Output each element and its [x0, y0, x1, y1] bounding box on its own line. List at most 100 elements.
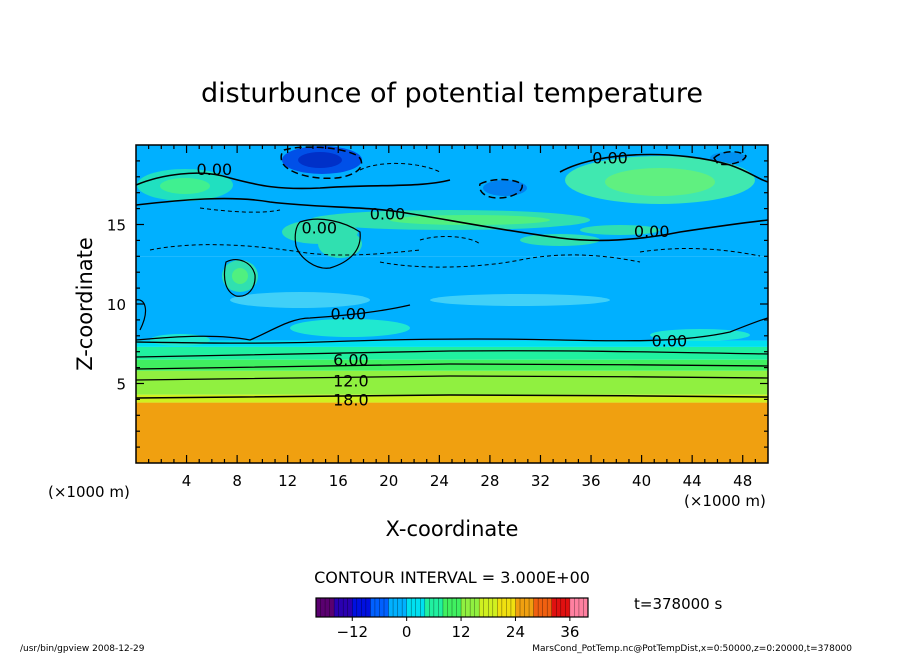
colorbar-strip	[556, 598, 562, 617]
contour-label: 0.00	[197, 160, 233, 179]
colorbar-strip	[429, 598, 435, 617]
colorbar-strip	[456, 598, 462, 617]
colorbar-strip	[479, 598, 485, 617]
contour-interval: CONTOUR INTERVAL = 3.000E+00	[314, 568, 590, 587]
contour-label: 0.00	[331, 305, 367, 324]
colorbar-tick-label: 36	[560, 623, 579, 641]
colorbar-strip	[529, 598, 535, 617]
colorbar-strip	[415, 598, 421, 617]
chart-title: disturbunce of potential temperature	[201, 78, 703, 109]
colorbar-strip	[465, 598, 471, 617]
colorbar-strip	[452, 598, 458, 617]
y-tick-label: 5	[116, 376, 126, 394]
colorbar-strip	[578, 598, 584, 617]
colorbar-strip	[320, 598, 326, 617]
colorbar: −12 0 12 24 36	[315, 597, 589, 641]
colorbar-strip	[565, 598, 571, 617]
colorbar-strip	[325, 598, 331, 617]
colorbar-strip	[356, 598, 362, 617]
colorbar-strip	[316, 598, 322, 617]
colorbar-strip	[492, 598, 498, 617]
x-unit-right: (×1000 m)	[684, 492, 766, 510]
colorbar-strip	[397, 598, 403, 617]
y-tick-label: 10	[107, 296, 126, 314]
contour-label: 6.00	[333, 351, 369, 370]
colorbar-strip	[433, 598, 439, 617]
colorbar-strip	[474, 598, 480, 617]
colorbar-strip	[374, 598, 380, 617]
colorbar-strip	[547, 598, 553, 617]
x-tick-label: 16	[329, 472, 348, 490]
colorbar-strip	[506, 598, 512, 617]
colorbar-strip	[370, 598, 376, 617]
footer-right: MarsCond_PotTemp.nc@PotTempDist,x=0:5000…	[532, 644, 852, 654]
x-tick-label: 12	[278, 472, 297, 490]
y-axis: 5 10 15	[107, 160, 768, 448]
contour-label: 0.00	[301, 219, 337, 238]
x-tick-label: 44	[683, 472, 702, 490]
colorbar-tick-label: 12	[452, 623, 471, 641]
colorbar-strip	[461, 598, 467, 617]
colorbar-strip	[361, 598, 367, 617]
colorbar-strip	[470, 598, 476, 617]
colorbar-strip	[384, 598, 390, 617]
contour-label: 0.00	[634, 222, 670, 241]
x-unit-left: (×1000 m)	[48, 483, 130, 501]
field-layer-5	[136, 346, 768, 360]
field-layer-3	[136, 370, 768, 384]
colorbar-strip	[406, 598, 412, 617]
field-layer-1	[136, 394, 768, 403]
colorbar-strip	[420, 598, 426, 617]
contour-label: 12.0	[333, 371, 369, 390]
colorbar-strip	[338, 598, 344, 617]
colorbar-strip	[520, 598, 526, 617]
colorbar-strip	[524, 598, 530, 617]
x-tick-label: 40	[632, 472, 651, 490]
x-tick-label: 20	[379, 472, 398, 490]
contour-label: 0.00	[652, 332, 688, 351]
colorbar-strip	[424, 598, 430, 617]
x-tick-label: 28	[480, 472, 499, 490]
time-label: t=378000 s	[634, 595, 722, 613]
colorbar-strip	[483, 598, 489, 617]
colorbar-strip	[379, 598, 385, 617]
field-layer-2	[136, 383, 768, 395]
colorbar-strip	[393, 598, 399, 617]
colorbar-strip	[542, 598, 548, 617]
colorbar-frame	[315, 597, 589, 618]
colorbar-strip	[411, 598, 417, 617]
colorbar-strip	[510, 598, 516, 617]
colorbar-strip	[569, 598, 575, 617]
x-tick-label: 32	[531, 472, 550, 490]
colorbar-strip	[583, 598, 589, 617]
colorbar-strip	[560, 598, 566, 617]
footer-left: /usr/bin/gpview 2008-12-29	[20, 644, 145, 654]
x-tick-label: 36	[581, 472, 600, 490]
contour-lines	[136, 146, 768, 399]
x-tick-label: 4	[182, 472, 192, 490]
colorbar-tick-label: 0	[402, 623, 412, 641]
colorbar-strip	[365, 598, 371, 617]
x-tick-label: 8	[232, 472, 242, 490]
colorbar-strip	[438, 598, 444, 617]
colorbar-strip	[447, 598, 453, 617]
upper-field-structures	[137, 146, 755, 346]
colorbar-strip	[402, 598, 408, 617]
colorbar-strip	[515, 598, 521, 617]
colorbar-strip	[334, 598, 340, 617]
colorbar-tick-label: 24	[506, 623, 525, 641]
x-axis: 4 8 12 16 20 24 28 32 36 40 44 48	[148, 145, 756, 490]
colorbar-strip	[347, 598, 353, 617]
contour-label: 0.00	[370, 204, 406, 223]
colorbar-strip	[352, 598, 358, 617]
contour-label: 18.0	[333, 390, 369, 409]
colorbar-strip	[538, 598, 544, 617]
x-axis-label: X-coordinate	[386, 517, 519, 541]
colorbar-strip	[343, 598, 349, 617]
colorbar-strip	[329, 598, 335, 617]
colorbar-strip	[497, 598, 503, 617]
x-tick-label: 48	[733, 472, 752, 490]
